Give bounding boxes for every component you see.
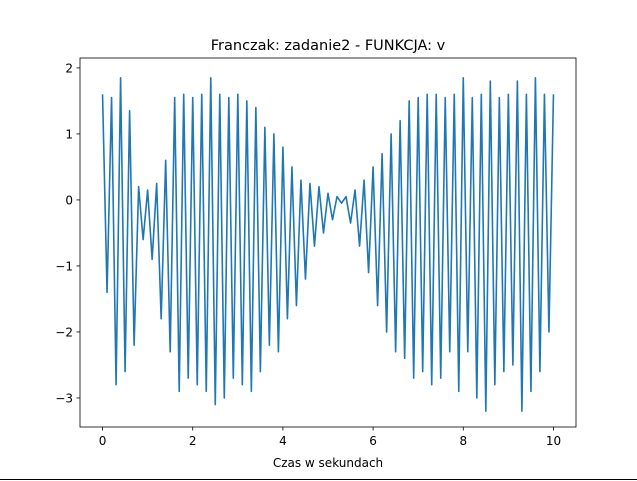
x-tick-label: 2 — [189, 434, 197, 448]
chart-title: Franczak: zadanie2 - FUNKCJA: v — [211, 38, 446, 54]
x-tick-label: 0 — [99, 434, 107, 448]
y-tick-label: 1 — [65, 127, 73, 141]
x-axis-label: Czas w sekundach — [273, 456, 383, 470]
y-tick-label: −3 — [55, 391, 73, 405]
axes-frame — [79, 57, 577, 428]
y-tick-label: −2 — [55, 325, 73, 339]
x-tick-label: 6 — [369, 434, 377, 448]
line — [101, 77, 555, 412]
y-tick-label: 2 — [65, 61, 73, 75]
x-tick-label: 4 — [279, 434, 287, 448]
y-tick-label: −1 — [55, 259, 73, 273]
x-tick-label: 8 — [459, 434, 467, 448]
x-tick-label: 10 — [546, 434, 561, 448]
y-tick-label: 0 — [65, 193, 73, 207]
